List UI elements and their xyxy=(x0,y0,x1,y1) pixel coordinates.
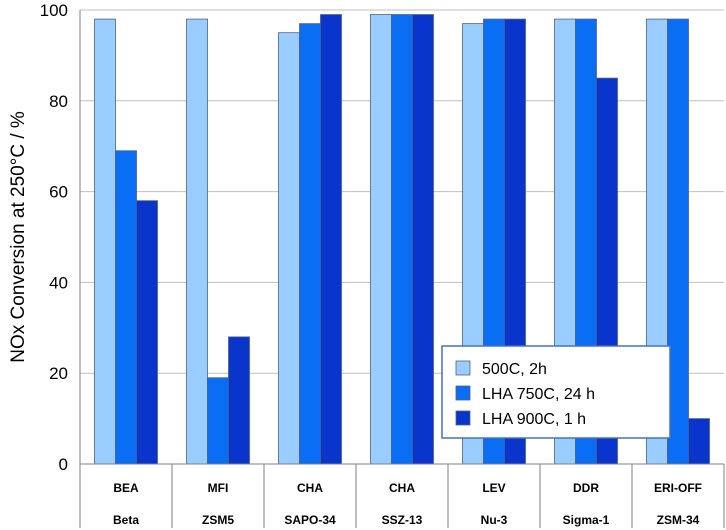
y-axis-label: NOx Conversion at 250°C / % xyxy=(8,111,29,363)
y-tick-label: 0 xyxy=(59,455,68,474)
y-tick-label: 20 xyxy=(49,364,68,383)
y-tick-label: 100 xyxy=(40,1,68,20)
legend-entry: LHA 750C, 24 h xyxy=(482,386,595,403)
category-framework-label: DDR xyxy=(573,481,599,495)
bar xyxy=(115,150,137,465)
bar xyxy=(207,377,229,465)
bar xyxy=(228,336,250,465)
legend: 500C, 2h LHA 750C, 24 h LHA 900C, 1 h xyxy=(441,345,671,439)
y-tick-labels: 0 20 40 60 80 100 xyxy=(40,1,68,474)
category-framework-label: CHA xyxy=(389,481,415,495)
legend-entry: 500C, 2h xyxy=(482,361,547,378)
legend-entry: LHA 900C, 1 h xyxy=(482,411,586,428)
legend-swatch xyxy=(455,410,471,426)
legend-swatch xyxy=(455,385,471,401)
y-tick-label: 80 xyxy=(49,92,68,111)
bar xyxy=(370,14,392,465)
category-material-label: Sigma-1 xyxy=(563,513,610,527)
bar xyxy=(94,18,116,465)
y-tick-label: 60 xyxy=(49,183,68,202)
axes xyxy=(79,10,725,528)
category-material-label: Beta xyxy=(113,513,139,527)
bar xyxy=(186,18,208,465)
category-material-label: SAPO-34 xyxy=(284,513,336,527)
bar xyxy=(136,200,158,465)
category-labels: BEA Beta MFI ZSM5 CHA SAPO-34 CHA SSZ-13 LEV Nu-3… xyxy=(113,481,702,527)
category-framework-label: BEA xyxy=(113,481,139,495)
legend-swatch xyxy=(455,360,471,376)
y-tick-label: 40 xyxy=(49,273,68,292)
bar xyxy=(278,32,300,465)
bar xyxy=(299,23,321,465)
bar xyxy=(320,14,342,465)
category-framework-label: LEV xyxy=(482,481,505,495)
category-framework-label: CHA xyxy=(297,481,323,495)
category-framework-label: MFI xyxy=(208,481,229,495)
category-material-label: ZSM-34 xyxy=(657,513,700,527)
legend-box xyxy=(441,345,671,439)
category-material-label: Nu-3 xyxy=(481,513,508,527)
category-material-label: ZSM5 xyxy=(202,513,234,527)
bar xyxy=(391,14,413,465)
bar xyxy=(688,418,710,465)
category-material-label: SSZ-13 xyxy=(382,513,423,527)
category-framework-label: ERI-OFF xyxy=(654,481,702,495)
bar xyxy=(412,14,434,465)
